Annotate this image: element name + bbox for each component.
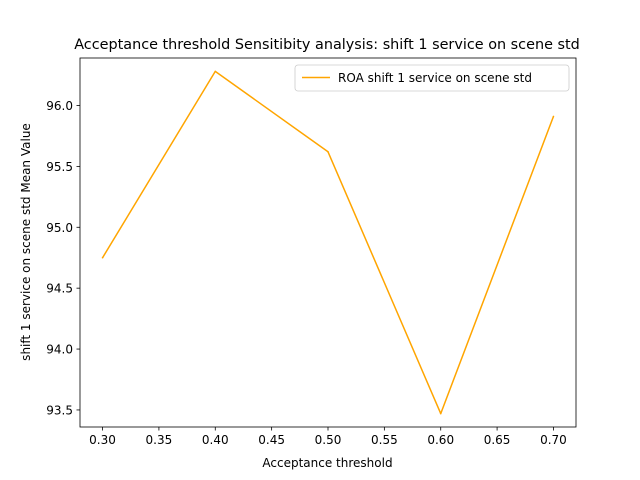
legend-box <box>294 64 570 92</box>
x-tick-label: 0.40 <box>202 433 229 447</box>
data-point <box>552 115 555 118</box>
plot-area-frame <box>79 57 577 428</box>
x-tick-label: 0.35 <box>146 433 173 447</box>
y-tick-label: 93.5 <box>46 403 73 417</box>
legend-label: ROA shift 1 service on scene std <box>338 71 532 85</box>
y-tick-label: 94.5 <box>46 282 73 296</box>
y-tick-label: 96.0 <box>46 99 73 113</box>
x-tick-label: 0.60 <box>427 433 454 447</box>
data-point <box>439 412 442 415</box>
y-tick-label: 95.0 <box>46 221 73 235</box>
x-tick-label: 0.55 <box>371 433 398 447</box>
x-tick-label: 0.50 <box>315 433 342 447</box>
data-point <box>214 70 217 73</box>
y-tick-label: 94.0 <box>46 343 73 357</box>
legend: ROA shift 1 service on scene std <box>294 64 570 92</box>
x-tick-label: 0.65 <box>484 433 511 447</box>
x-tick-label: 0.45 <box>258 433 285 447</box>
y-tick-label: 95.5 <box>46 160 73 174</box>
x-tick-label: 0.70 <box>540 433 567 447</box>
x-tick-label: 0.30 <box>89 433 116 447</box>
data-point <box>101 256 104 259</box>
series-line-0 <box>101 70 555 415</box>
x-axis-label: Acceptance threshold <box>262 456 392 470</box>
data-point <box>327 150 329 153</box>
y-axis-label: shift 1 service on scene std Mean Value <box>19 123 33 361</box>
chart-title: Acceptance threshold Sensitibity analysi… <box>74 37 580 53</box>
